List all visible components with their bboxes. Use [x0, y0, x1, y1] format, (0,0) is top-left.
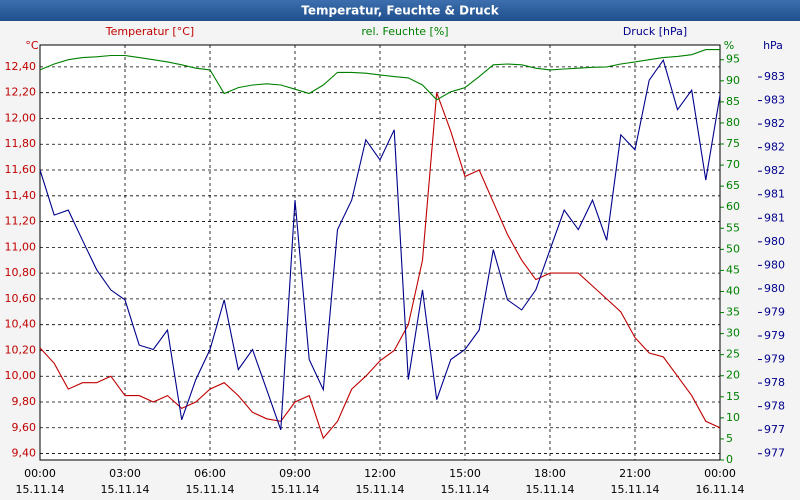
y-tick-label: 10,60 [5, 292, 37, 305]
x-tick-label: 12:00 [364, 467, 396, 480]
y-tick-label: 10,40 [5, 318, 37, 331]
y3-tick-label: 982 [764, 141, 785, 154]
x-tick-date: 16.11.14 [696, 483, 745, 496]
y2-axis-unit: % [724, 39, 734, 52]
y-tick-label: 11,20 [5, 215, 37, 228]
y2-tick-label: 55 [726, 221, 740, 234]
y2-tick-label: 60 [726, 200, 740, 213]
y3-tick-label: 983 [764, 94, 785, 107]
y-tick-label: 12,00 [5, 111, 37, 124]
x-tick-date: 15.11.14 [186, 483, 235, 496]
y-tick-label: 10,00 [5, 369, 37, 382]
y2-tick-label: 40 [726, 284, 740, 297]
y2-tick-label: 90 [726, 74, 740, 87]
y2-tick-label: 45 [726, 263, 740, 276]
y2-tick-label: 95 [726, 53, 740, 66]
y2-tick-label: 15 [726, 390, 740, 403]
y2-tick-label: 20 [726, 369, 740, 382]
y3-tick-label: 983 [764, 70, 785, 83]
y-tick-label: 11,00 [5, 240, 37, 253]
y-tick-label: 9,40 [12, 447, 37, 460]
y-tick-label: 10,20 [5, 343, 37, 356]
y-tick-label: 11,60 [5, 163, 37, 176]
y3-tick-label: 978 [764, 400, 785, 413]
x-tick-label: 15:00 [449, 467, 481, 480]
x-tick-date: 15.11.14 [271, 483, 320, 496]
y3-tick-label: 980 [764, 282, 785, 295]
x-tick-date: 15.11.14 [441, 483, 490, 496]
y3-tick-label: 980 [764, 258, 785, 271]
x-tick-label: 06:00 [194, 467, 226, 480]
y-tick-label: 11,80 [5, 137, 37, 150]
y2-tick-label: 25 [726, 348, 740, 361]
y2-tick-label: 30 [726, 327, 740, 340]
x-tick-date: 15.11.14 [356, 483, 405, 496]
y3-tick-label: 979 [764, 305, 785, 318]
x-tick-date: 15.11.14 [526, 483, 575, 496]
plot-area [39, 44, 721, 461]
y2-tick-label: 35 [726, 306, 740, 319]
y2-tick-label: 0 [726, 453, 733, 466]
y-tick-label: 9,60 [12, 421, 37, 434]
series-line [39, 58, 721, 431]
y-axis-title: Temperatur [°C] [105, 25, 194, 38]
y-tick-label: 12,40 [5, 60, 37, 73]
y-axis-unit: °C [25, 39, 39, 52]
y3-tick-label: 982 [764, 164, 785, 177]
x-tick-date: 15.11.14 [16, 483, 65, 496]
x-tick-date: 15.11.14 [101, 483, 150, 496]
title-bar [0, 0, 800, 21]
y3-tick-label: 980 [764, 235, 785, 248]
y2-tick-label: 65 [726, 179, 740, 192]
y3-tick-label: 981 [764, 211, 785, 224]
chart-title: Temperatur, Feuchte & Druck [301, 4, 499, 18]
x-tick-label: 18:00 [534, 467, 566, 480]
x-tick-label: 09:00 [279, 467, 311, 480]
y3-axis-unit: hPa [763, 39, 783, 52]
y3-tick-label: 977 [764, 447, 785, 460]
y3-tick-label: 979 [764, 353, 785, 366]
series-line [39, 49, 720, 101]
y3-tick-label: 981 [764, 188, 785, 201]
y2-tick-label: 10 [726, 411, 740, 424]
y2-axis-title: rel. Feuchte [%] [361, 25, 448, 38]
y3-tick-label: 982 [764, 117, 785, 130]
y2-tick-label: 80 [726, 116, 740, 129]
x-tick-label: 21:00 [619, 467, 651, 480]
y-tick-label: 10,80 [5, 266, 37, 279]
x-tick-date: 15.11.14 [611, 483, 660, 496]
y-tick-label: 11,40 [5, 189, 37, 202]
y-tick-label: 12,20 [5, 86, 37, 99]
x-tick-label: 00:00 [704, 467, 736, 480]
x-tick-label: 00:00 [24, 467, 56, 480]
y3-tick-label: 977 [764, 423, 785, 436]
y2-tick-label: 5 [726, 432, 733, 445]
y-tick-label: 9,80 [12, 395, 37, 408]
series-line [39, 92, 721, 440]
y2-tick-label: 50 [726, 242, 740, 255]
y2-tick-label: 75 [726, 137, 740, 150]
y3-tick-label: 979 [764, 329, 785, 342]
y2-tick-label: 70 [726, 158, 740, 171]
y3-axis-title: Druck [hPa] [623, 25, 687, 38]
y3-tick-label: 978 [764, 376, 785, 389]
x-tick-label: 03:00 [109, 467, 141, 480]
y2-tick-label: 85 [726, 95, 740, 108]
